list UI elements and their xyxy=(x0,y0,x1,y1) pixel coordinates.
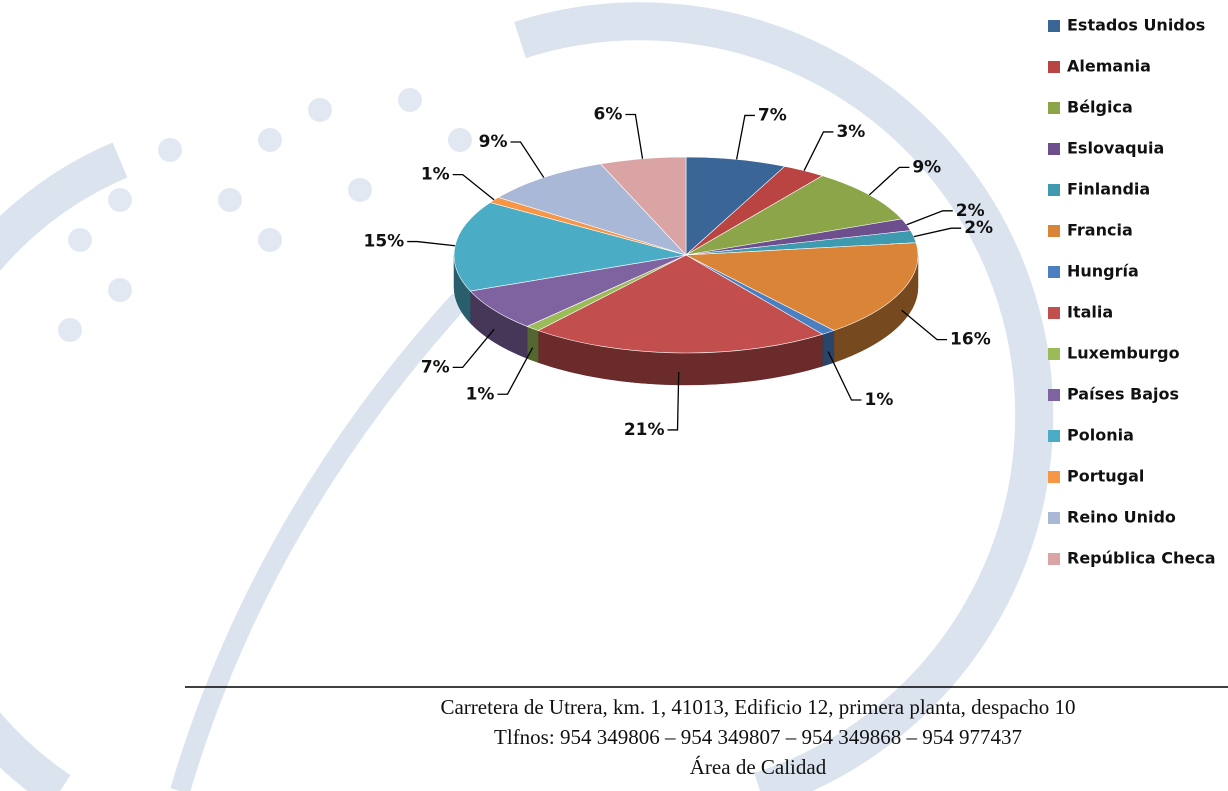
data-label: 9% xyxy=(479,132,508,152)
leader-line xyxy=(625,113,644,159)
leader-line xyxy=(827,351,862,401)
data-label: 1% xyxy=(421,165,450,185)
leader-line xyxy=(906,210,953,226)
data-label: 21% xyxy=(624,420,665,440)
legend-swatch xyxy=(1048,20,1060,32)
leader-line xyxy=(913,227,962,238)
slice xyxy=(497,163,687,256)
leader-line xyxy=(803,131,834,171)
slice xyxy=(599,156,687,256)
legend-swatch xyxy=(1048,512,1060,524)
leader-line xyxy=(901,309,948,341)
legend-label: Países Bajos xyxy=(1067,385,1179,404)
data-label: 15% xyxy=(363,232,404,252)
leader-line xyxy=(452,173,495,201)
slice xyxy=(469,254,687,327)
legend-label: Italia xyxy=(1067,303,1113,322)
data-label: 7% xyxy=(421,357,450,377)
legend-label: Bélgica xyxy=(1067,98,1133,117)
watermark xyxy=(0,2,1054,791)
data-label: 6% xyxy=(594,105,623,125)
legend-swatch xyxy=(1048,553,1060,565)
footer-line: Carretera de Utrera, km. 1, 41013, Edifi… xyxy=(440,695,1075,719)
data-label: 2% xyxy=(956,201,985,221)
leader-line xyxy=(868,166,910,196)
data-label: 9% xyxy=(912,157,941,177)
legend-swatch xyxy=(1048,389,1060,401)
watermark-stars xyxy=(58,88,472,342)
slice xyxy=(685,175,903,256)
legend-swatch xyxy=(1048,348,1060,360)
legend-label: Francia xyxy=(1067,221,1133,240)
data-label: 1% xyxy=(864,390,893,410)
legend-label: Reino Unido xyxy=(1067,508,1176,527)
legend-label: República Checa xyxy=(1067,549,1216,568)
legend-label: Hungría xyxy=(1067,262,1139,281)
legend-swatch xyxy=(1048,430,1060,442)
legend-label: Eslovaquia xyxy=(1067,139,1164,158)
legend-swatch xyxy=(1048,61,1060,73)
legend-label: Luxemburgo xyxy=(1067,344,1180,363)
legend-swatch xyxy=(1048,266,1060,278)
slice xyxy=(685,156,786,256)
legend-label: Polonia xyxy=(1067,426,1134,445)
data-label: 2% xyxy=(964,218,993,238)
leader-line xyxy=(407,240,456,247)
data-label: 7% xyxy=(758,105,787,125)
leader-line xyxy=(497,347,534,395)
slice xyxy=(453,202,687,292)
data-label: 16% xyxy=(950,330,991,350)
legend-swatch xyxy=(1048,471,1060,483)
slice-side xyxy=(526,326,539,363)
legend-label: Finlandia xyxy=(1067,180,1150,199)
footer-line: Tlfnos: 954 349806 – 954 349807 – 954 34… xyxy=(494,725,1022,749)
leader-line xyxy=(510,141,545,178)
legend-swatch xyxy=(1048,307,1060,319)
legend-label: Portugal xyxy=(1067,467,1144,486)
footer-line: Área de Calidad xyxy=(690,755,827,779)
slice xyxy=(537,254,824,354)
leader-line xyxy=(735,114,755,160)
legend-swatch xyxy=(1048,143,1060,155)
legend-label: Estados Unidos xyxy=(1067,16,1205,35)
leader-line xyxy=(667,372,680,431)
data-label: 1% xyxy=(466,384,495,404)
slice xyxy=(684,242,919,331)
data-label: 3% xyxy=(836,122,865,142)
legend-label: Alemania xyxy=(1067,57,1151,76)
leader-line xyxy=(452,328,495,369)
legend-swatch xyxy=(1048,225,1060,237)
legend-swatch xyxy=(1048,102,1060,114)
legend-swatch xyxy=(1048,184,1060,196)
